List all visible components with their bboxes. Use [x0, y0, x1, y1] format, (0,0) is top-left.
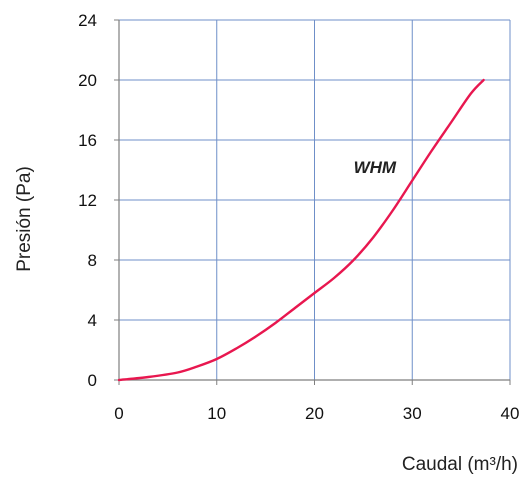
x-tick-label-1: 10 [207, 404, 226, 423]
y-tick-label-2: 8 [88, 251, 97, 270]
series-line-whm [117, 78, 485, 382]
chart-annotations: WHM [354, 158, 397, 177]
y-axis-title: Presión (Pa) [14, 166, 35, 272]
x-tick-label-3: 30 [403, 404, 422, 423]
x-tick-label-4: 40 [501, 404, 520, 423]
annotation-0: WHM [354, 158, 397, 177]
chart-axes [114, 19, 511, 385]
y-tick-label-6: 24 [78, 11, 97, 30]
chart-tick-labels: 0 10 20 30 40 0 4 8 12 16 20 24 [78, 11, 519, 423]
x-tick-label-2: 20 [305, 404, 324, 423]
y-tick-label-5: 20 [78, 71, 97, 90]
chart-grid [119, 19, 511, 380]
chart-series [117, 78, 485, 382]
y-tick-label-0: 0 [88, 371, 97, 390]
x-axis-title: Caudal (m³/h) [402, 454, 518, 475]
x-tick-label-0: 0 [114, 404, 123, 423]
y-tick-label-4: 16 [78, 131, 97, 150]
y-tick-label-1: 4 [88, 311, 97, 330]
y-tick-label-3: 12 [78, 191, 97, 210]
